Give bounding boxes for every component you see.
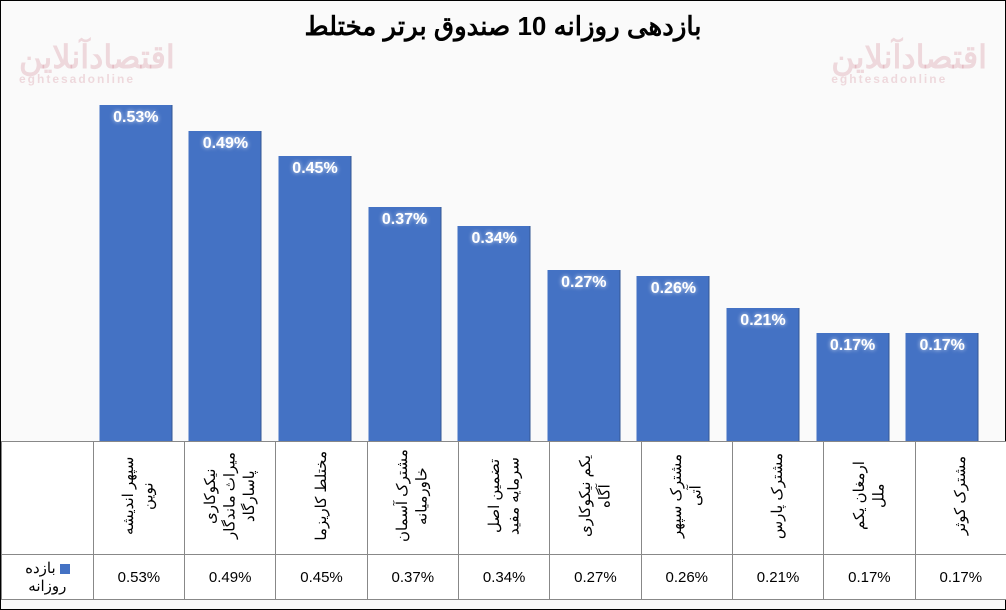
bar-column: 0.27% — [539, 61, 629, 441]
data-label: 0.27% — [561, 274, 606, 292]
data-label: 0.45% — [292, 160, 337, 178]
category-cell: مشترک آسمان خاورمیانه — [367, 442, 458, 555]
legend-cell: بازده روزانه — [2, 555, 94, 600]
category-label: یکم نیکوکاری آگاه — [576, 444, 615, 548]
category-label: مشترک سپهر آتی — [667, 444, 706, 548]
category-cell: تضمین اصل سرمایه مفید — [458, 442, 549, 555]
category-label: مختلط کاریزما — [312, 447, 332, 545]
data-label: 0.49% — [203, 135, 248, 153]
data-label: 0.53% — [113, 109, 158, 127]
bar — [99, 105, 172, 441]
category-label: مشترک آسمان خاورمیانه — [393, 444, 432, 548]
category-label: تضمین اصل سرمایه مفید — [485, 444, 524, 548]
value-cell: 0.21% — [732, 555, 823, 600]
bar-column: 0.45% — [270, 61, 360, 441]
category-label: مشترک پارس — [768, 449, 788, 543]
bar-column: 0.34% — [449, 61, 539, 441]
data-label: 0.34% — [472, 230, 517, 248]
axis-table: سپهر اندیشه نوین نیکوکاری میراث ماندگار پ… — [1, 441, 1006, 600]
value-cell: 0.37% — [367, 555, 458, 600]
bar — [189, 131, 262, 441]
bar-column: 0.37% — [360, 61, 450, 441]
category-label: سپهر اندیشه نوین — [119, 444, 158, 548]
value-cell: 0.53% — [93, 555, 184, 600]
value-cell: 0.17% — [915, 555, 1006, 600]
bar-column: 0.17% — [897, 61, 987, 441]
bar — [278, 156, 351, 441]
legend-swatch — [60, 564, 70, 574]
category-cell: ارمغان یکم ملل — [824, 442, 915, 555]
bar-column: 0.53% — [91, 61, 181, 441]
value-row: بازده روزانه 0.53%0.49%0.45%0.37%0.34%0.… — [2, 555, 1006, 600]
value-cell: 0.27% — [550, 555, 641, 600]
category-cell: سپهر اندیشه نوین — [93, 442, 184, 555]
value-cell: 0.34% — [458, 555, 549, 600]
value-cell: 0.17% — [824, 555, 915, 600]
category-label: ارمغان یکم ملل — [850, 444, 889, 548]
bar-column: 0.21% — [718, 61, 808, 441]
value-cell: 0.49% — [185, 555, 276, 600]
category-cell: یکم نیکوکاری آگاه — [550, 442, 641, 555]
category-cell: مشترک سپهر آتی — [641, 442, 732, 555]
chart-title: بازدهی روزانه 10 صندوق برتر مختلط — [1, 11, 1005, 42]
bar-column: 0.26% — [629, 61, 719, 441]
category-row-header — [2, 442, 94, 555]
bar — [368, 207, 441, 441]
data-label: 0.17% — [830, 337, 875, 355]
data-label: 0.17% — [920, 337, 965, 355]
bar — [637, 276, 710, 441]
bar-column: 0.49% — [181, 61, 271, 441]
value-cell: 0.26% — [641, 555, 732, 600]
bar-column: 0.17% — [808, 61, 898, 441]
category-label: نیکوکاری میراث ماندگار پاسارگاد — [201, 444, 260, 548]
category-cell: مشترک کوثر — [915, 442, 1006, 555]
data-label: 0.26% — [651, 280, 696, 298]
data-label: 0.37% — [382, 211, 427, 229]
plot-area: 0.53% 0.49% 0.45% 0.37% 0.34% 0.27% 0.26% 0.21%… — [91, 61, 987, 442]
category-cell: مختلط کاریزما — [276, 442, 367, 555]
category-row: سپهر اندیشه نوین نیکوکاری میراث ماندگار پ… — [2, 442, 1006, 555]
bar — [458, 226, 531, 441]
chart-container: اقتصادآنلاین eghtesadonline اقتصادآنلاین… — [0, 0, 1006, 610]
bar — [547, 270, 620, 441]
category-cell: مشترک پارس — [732, 442, 823, 555]
category-label: مشترک کوثر — [951, 452, 971, 539]
data-label: 0.21% — [740, 312, 785, 330]
value-cell: 0.45% — [276, 555, 367, 600]
category-cell: نیکوکاری میراث ماندگار پاسارگاد — [185, 442, 276, 555]
